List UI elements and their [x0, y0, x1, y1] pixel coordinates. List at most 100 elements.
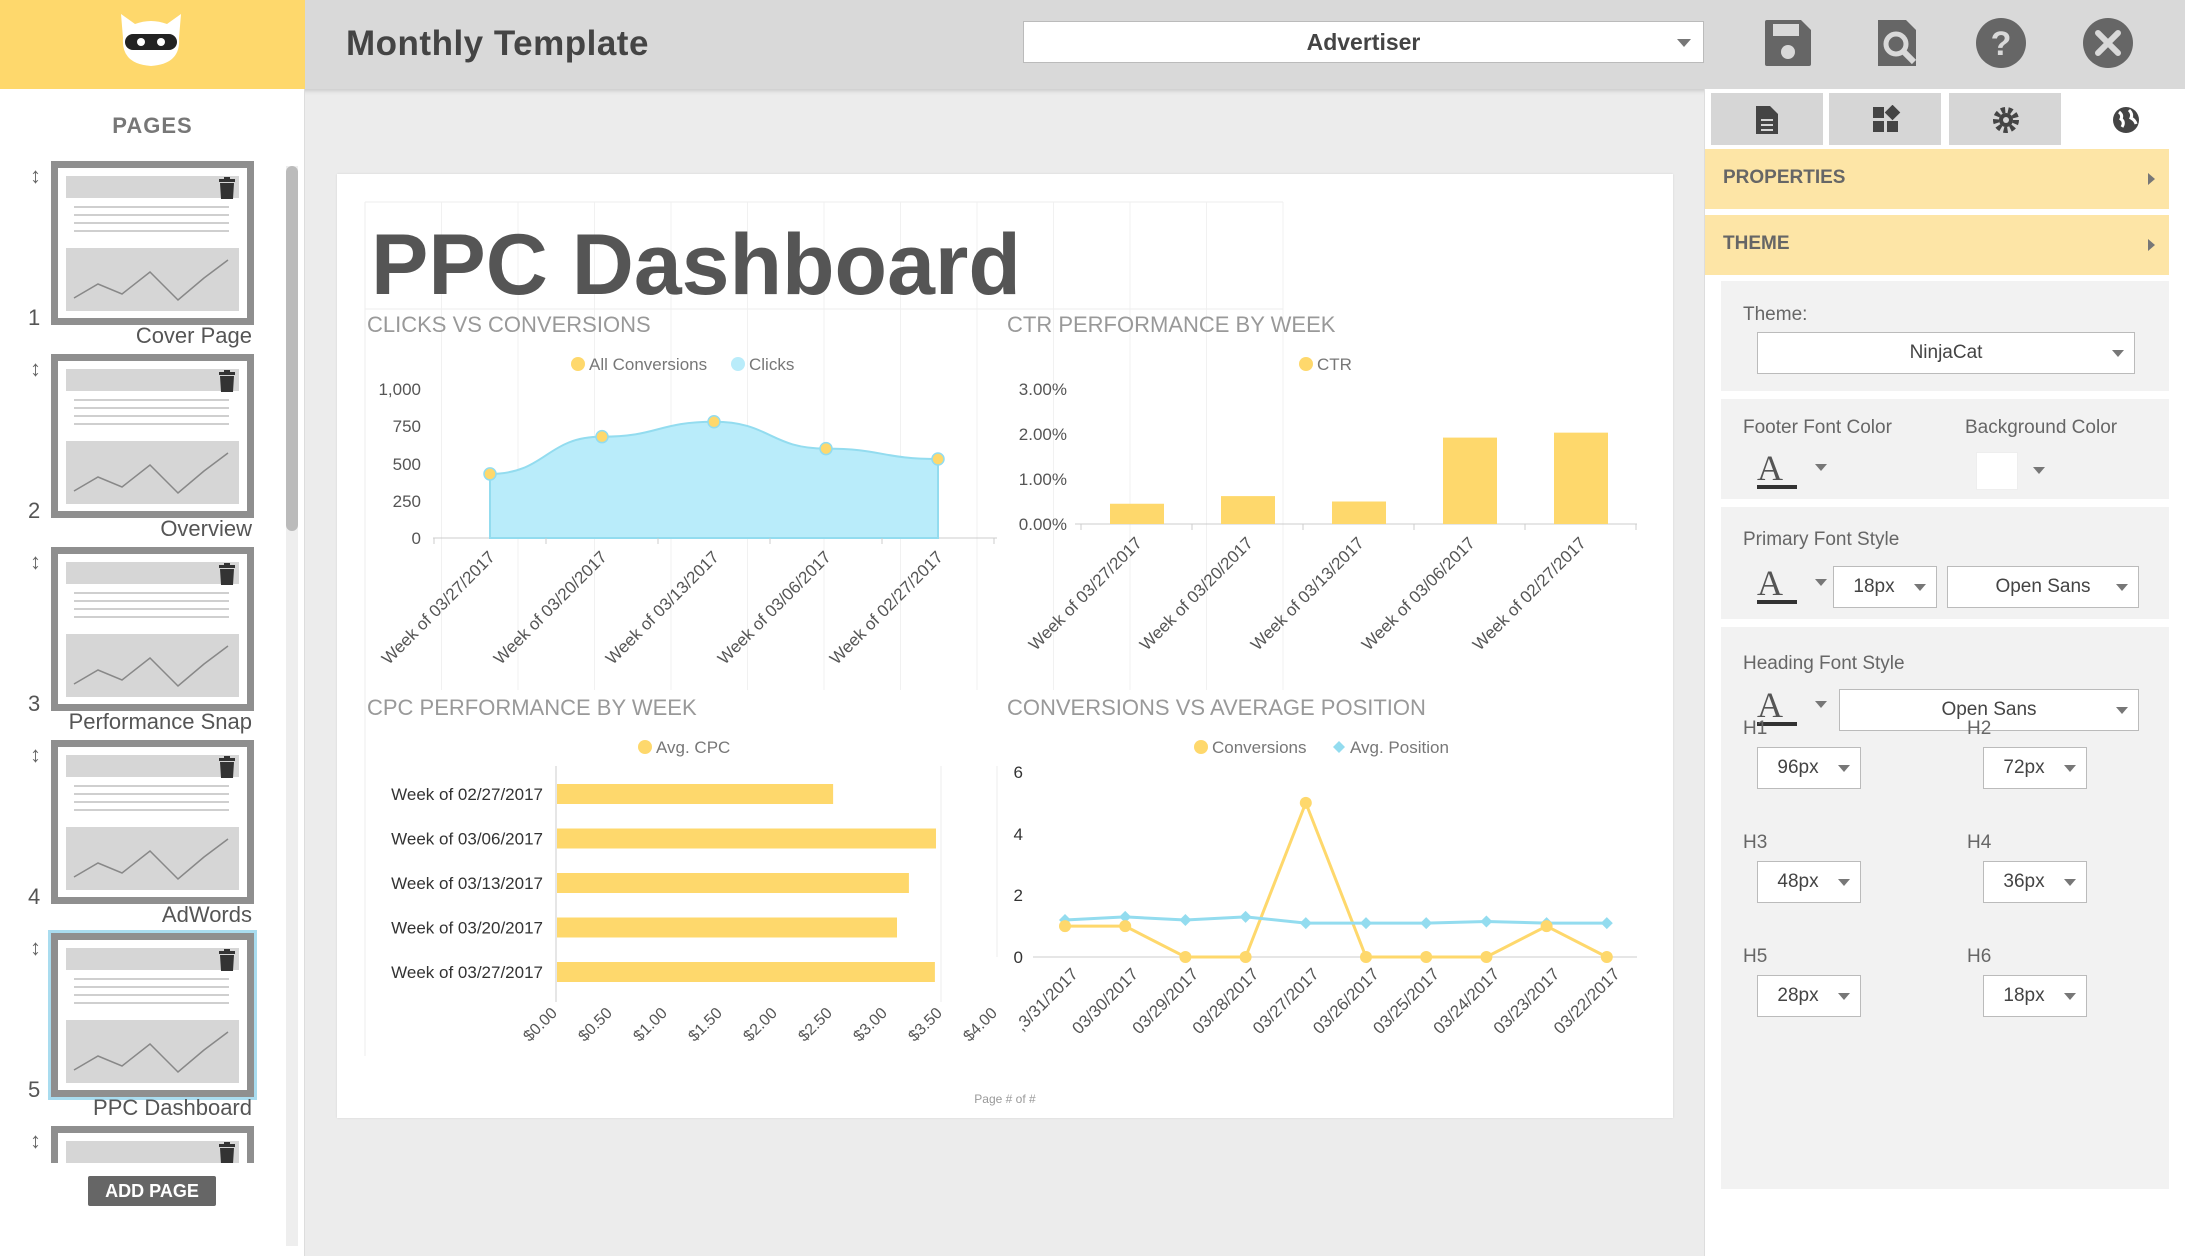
avg-position-point [1420, 917, 1433, 930]
tab-document[interactable] [1711, 93, 1823, 145]
x-tick-label: Week of 02/27/2017 [826, 547, 947, 668]
thumb-text-line [74, 415, 229, 417]
page-list: ↕ 1 Cover Page ↕ 2 [0, 159, 280, 1163]
theme-select-value: NinjaCat [1909, 342, 1983, 363]
drag-handle-icon[interactable]: ↕ [30, 1128, 41, 1153]
primary-font-family-select[interactable]: Open Sans [1947, 566, 2139, 608]
trash-icon[interactable] [218, 563, 236, 585]
heading-size-select[interactable]: 36px [1983, 861, 2087, 903]
avg-position-point [1360, 917, 1372, 930]
report-page-canvas[interactable]: PPC Dashboard CLICKS VS CONVERSIONS All Co… [337, 174, 1673, 1118]
primary-font-color-picker[interactable]: A [1757, 562, 1827, 606]
drag-handle-icon[interactable]: ↕ [30, 935, 41, 960]
y-tick-label: 250 [393, 492, 421, 511]
page-thumbnail[interactable] [51, 740, 254, 904]
footer-font-color-label: Footer Font Color [1743, 417, 1892, 438]
thumb-text-line [74, 986, 229, 988]
help-icon[interactable]: ? [1974, 16, 2028, 70]
tab-widgets[interactable] [1829, 93, 1941, 145]
save-icon[interactable] [1761, 16, 1815, 70]
drag-handle-icon[interactable]: ↕ [30, 742, 41, 767]
clicks-area [489, 420, 939, 539]
background-color-swatch[interactable] [1976, 452, 2018, 490]
theme-accordion[interactable]: THEME [1705, 215, 2169, 275]
heading-font-family-select[interactable]: Open Sans [1839, 689, 2139, 731]
theme-select[interactable]: NinjaCat [1757, 332, 2135, 374]
page-item[interactable]: ↕ 1 Cover Page [0, 159, 280, 352]
heading-font-color-picker[interactable]: A [1757, 684, 1827, 728]
trash-icon[interactable] [218, 1142, 236, 1163]
page-number: 5 [28, 1077, 41, 1102]
heading-size-label: H1 [1743, 718, 1768, 739]
page-number: 2 [28, 498, 41, 523]
trash-icon[interactable] [218, 949, 236, 971]
x-tick-label: $4.00 [960, 1005, 1000, 1045]
drag-handle-icon[interactable]: ↕ [30, 163, 41, 188]
x-tick-label: $2.50 [795, 1005, 835, 1045]
drag-handle-icon[interactable]: ↕ [30, 549, 41, 574]
legend-marker [1299, 357, 1313, 371]
page-label: PPC Dashboard [93, 1095, 252, 1120]
heading-size-select[interactable]: 48px [1757, 861, 1861, 903]
thumb-line-chart [73, 1031, 229, 1074]
thumb-line-chart [73, 838, 229, 881]
x-tick-label: $1.00 [630, 1005, 670, 1045]
page-item[interactable]: ↕ 2 Overview [0, 352, 280, 545]
page-footer: Page # of # [974, 1092, 1036, 1106]
sidebar-scrollbar[interactable] [286, 166, 298, 1246]
heading-size-select[interactable]: 18px [1983, 975, 2087, 1017]
theme-section: Theme: NinjaCat [1721, 281, 2169, 391]
properties-label: PROPERTIES [1723, 167, 1846, 188]
legend-label: Conversions [1212, 738, 1307, 757]
legend-marker [731, 357, 745, 371]
properties-accordion[interactable]: PROPERTIES [1705, 149, 2169, 209]
theme-field-label: Theme: [1743, 304, 1808, 325]
footer-font-color-picker[interactable]: A [1757, 447, 1827, 491]
tab-theme[interactable] [2069, 93, 2181, 145]
cpc-bar [557, 784, 834, 804]
tab-settings[interactable] [1949, 93, 2061, 145]
drag-handle-icon[interactable]: ↕ [30, 356, 41, 381]
page-item[interactable]: ↕ 5 PPC Dashboard [0, 931, 280, 1124]
x-tick-label: Week of 03/06/2017 [1358, 533, 1479, 654]
page-item[interactable]: ↕ [0, 1124, 280, 1163]
legend-marker [571, 357, 585, 371]
chart-title: CLICKS VS CONVERSIONS [367, 312, 651, 337]
x-tick-label: Week of 03/27/2017 [1025, 533, 1146, 654]
thumb-text-line [74, 608, 229, 610]
add-page-button[interactable]: ADD PAGE [88, 1176, 216, 1206]
page-item[interactable]: ↕ 4 AdWords [0, 738, 280, 931]
page-item[interactable]: ↕ 3 Performance Snap [0, 545, 280, 738]
advertiser-select[interactable]: Advertiser [1023, 21, 1704, 63]
page-thumbnail[interactable] [51, 354, 254, 518]
page-thumbnail[interactable] [51, 547, 254, 711]
page-thumbnail[interactable] [51, 1126, 254, 1163]
chevron-down-icon [2116, 707, 2128, 714]
logo[interactable] [0, 0, 305, 89]
font-color-swatch-bar [1757, 485, 1797, 489]
close-icon[interactable] [2081, 16, 2135, 70]
heading-size-select[interactable]: 28px [1757, 975, 1861, 1017]
heading-size-select[interactable]: 96px [1757, 747, 1861, 789]
chevron-right-icon [2148, 239, 2155, 251]
preview-icon[interactable] [1870, 16, 1924, 70]
pages-sidebar: PAGES ↕ 1 Cover Page ↕ [0, 89, 305, 1256]
advertiser-select-value: Advertiser [1306, 29, 1421, 55]
font-color-swatch-bar [1757, 600, 1797, 604]
primary-font-family-value: Open Sans [1995, 576, 2091, 597]
ctr-bar [1221, 496, 1275, 524]
page-thumbnail[interactable] [51, 161, 254, 325]
report-title: Monthly Template [346, 24, 649, 63]
chevron-down-icon [1838, 765, 1850, 772]
chevron-down-icon[interactable] [2033, 467, 2045, 474]
trash-icon[interactable] [218, 370, 236, 392]
colors-section: Footer Font Color Background Color A [1721, 399, 2169, 499]
primary-font-size-select[interactable]: 18px [1833, 566, 1937, 608]
trash-icon[interactable] [218, 756, 236, 778]
page-thumbnail[interactable] [51, 933, 254, 1097]
y-tick-label: 6 [1014, 763, 1023, 782]
sidebar-scroll-thumb[interactable] [286, 166, 298, 531]
heading-size-select[interactable]: 72px [1983, 747, 2087, 789]
trash-icon[interactable] [218, 177, 236, 199]
y-tick-label: 0 [1014, 948, 1023, 967]
